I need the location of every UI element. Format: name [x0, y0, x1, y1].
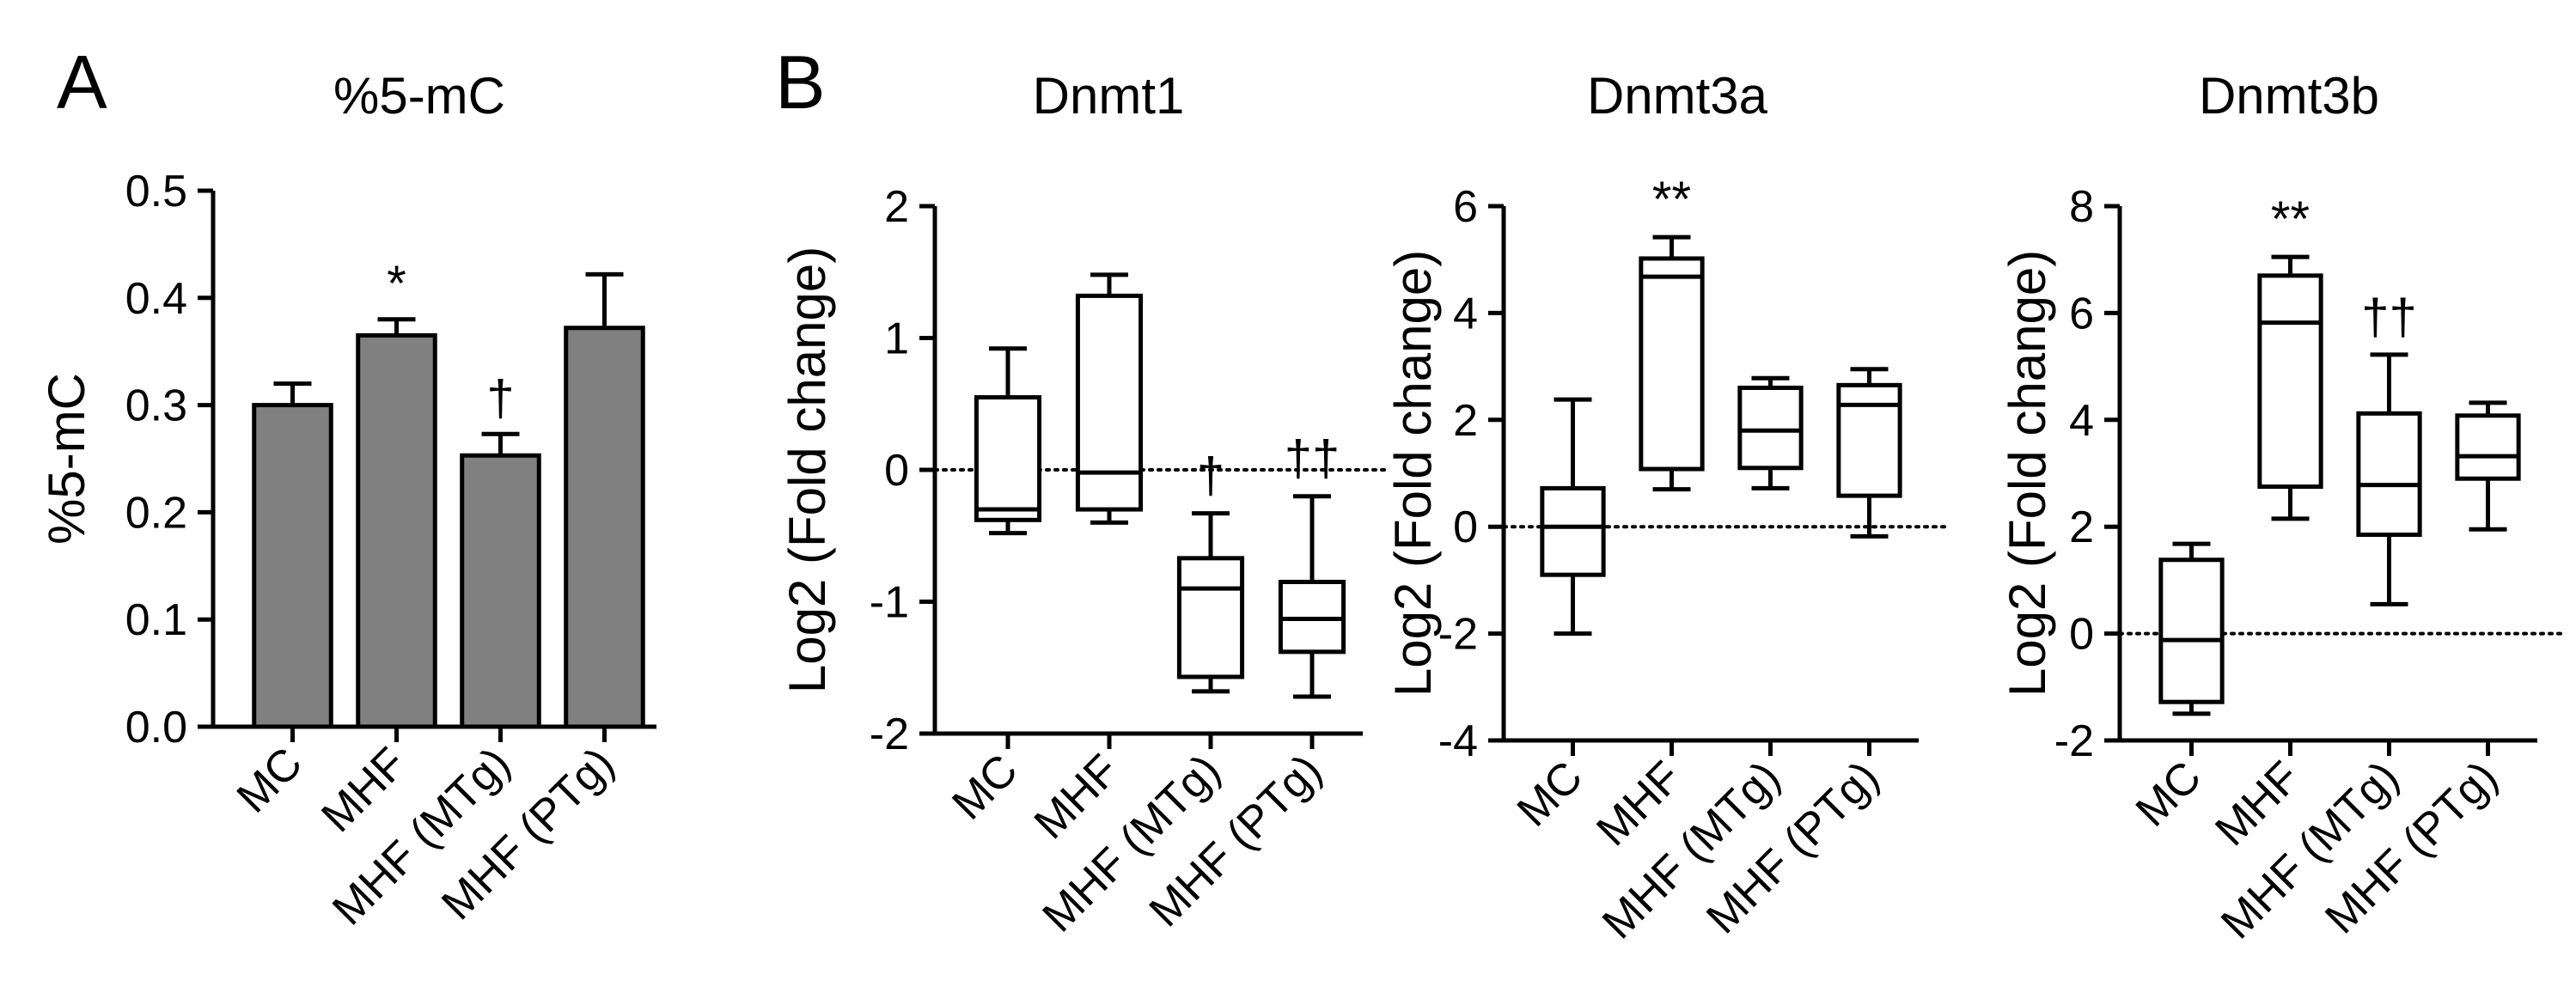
y-tick-label: 2	[884, 182, 909, 232]
box	[2356, 411, 2422, 538]
significance-mark: ††	[2361, 289, 2417, 345]
box	[1639, 256, 1705, 472]
y-tick-label: 0.3	[125, 381, 187, 431]
y-tick-label: 0.0	[125, 703, 187, 752]
y-tick-label: 0.5	[125, 167, 187, 216]
box	[974, 395, 1042, 522]
y-axis-title: %5-mC	[38, 373, 95, 545]
box	[1176, 556, 1245, 679]
bar	[460, 453, 541, 729]
box	[2158, 557, 2225, 704]
y-tick-label: 4	[1453, 289, 1478, 338]
y-tick-label: 2	[1453, 396, 1478, 446]
chart-title: Dnmt1	[1033, 67, 1185, 125]
x-category-label: MC	[1508, 752, 1592, 836]
y-tick-label: -1	[870, 578, 909, 628]
y-tick-label: -2	[870, 710, 909, 759]
chart-title: Dnmt3b	[2199, 67, 2379, 125]
y-tick-label: 0	[2069, 610, 2094, 660]
box	[2257, 273, 2323, 490]
bar	[564, 326, 645, 729]
panel-a-letter: A	[57, 40, 107, 125]
box	[1075, 293, 1144, 512]
y-tick-label: -2	[1438, 610, 1478, 660]
y-axis-title: Log2 (Fold change)	[778, 247, 836, 693]
y-axis-title: Log2 (Fold change)	[1999, 250, 2056, 697]
y-tick-label: 0.2	[125, 488, 187, 538]
significance-mark: **	[1652, 172, 1691, 228]
y-tick-label: 8	[2069, 182, 2094, 232]
chart-title: Dnmt3a	[1587, 67, 1768, 125]
significance-mark: †	[486, 370, 514, 426]
significance-mark: *	[387, 256, 406, 312]
y-tick-label: 0	[1453, 502, 1478, 552]
y-tick-label: 4	[2069, 396, 2094, 446]
x-category-label: MC	[943, 745, 1027, 829]
x-category-label: MC	[228, 738, 312, 822]
chart-title: %5-mC	[333, 67, 505, 125]
y-tick-label: 0	[884, 446, 909, 496]
significance-mark: **	[2271, 192, 2310, 247]
box	[1737, 385, 1804, 471]
y-tick-label: 6	[1453, 182, 1478, 232]
significance-mark: †	[1197, 448, 1224, 504]
y-tick-label: 0.1	[125, 595, 187, 645]
y-axis-title: Log2 (Fold change)	[1384, 250, 1442, 697]
bar	[356, 332, 437, 729]
y-tick-label: 1	[884, 314, 909, 364]
y-tick-label: 2	[2069, 502, 2094, 552]
box	[1540, 485, 1606, 577]
box	[1836, 382, 1902, 498]
x-category-label: MC	[2127, 752, 2211, 836]
y-tick-label: 6	[2069, 289, 2094, 338]
panel-b-letter: B	[775, 40, 826, 125]
bar	[252, 403, 333, 729]
box	[2455, 413, 2521, 481]
y-tick-label: -4	[1438, 716, 1478, 766]
y-tick-label: 0.4	[125, 274, 187, 324]
y-tick-label: -2	[2054, 716, 2094, 766]
significance-mark: ††	[1285, 431, 1340, 487]
